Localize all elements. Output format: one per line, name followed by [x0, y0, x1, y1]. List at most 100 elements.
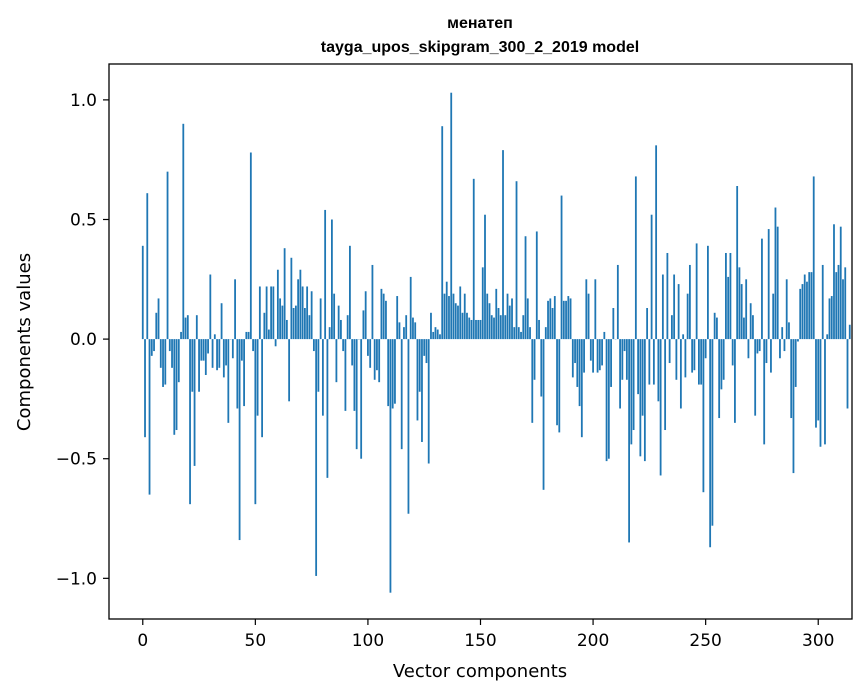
- bar: [688, 264, 691, 340]
- y-tick-label: 1.0: [70, 91, 97, 111]
- bar: [279, 298, 282, 340]
- bar: [630, 339, 633, 445]
- bar: [261, 339, 263, 438]
- bar: [625, 339, 628, 380]
- bar: [317, 339, 320, 392]
- bar: [353, 339, 356, 411]
- bar: [812, 176, 815, 340]
- bar: [349, 245, 351, 340]
- bar: [198, 339, 200, 392]
- bar: [848, 324, 851, 340]
- bar: [792, 339, 795, 474]
- bar: [619, 339, 621, 409]
- bar: [459, 286, 462, 340]
- bar: [425, 339, 428, 364]
- y-tick-label: 0.5: [70, 210, 97, 230]
- bar: [150, 339, 153, 356]
- bar: [578, 339, 581, 407]
- bar: [319, 298, 322, 340]
- bar: [772, 293, 775, 340]
- bar: [481, 267, 484, 340]
- bar: [837, 264, 840, 340]
- x-axis-label: Vector components: [393, 661, 567, 682]
- bar: [535, 231, 538, 340]
- bar: [247, 331, 250, 340]
- bar: [641, 339, 644, 416]
- bar: [200, 339, 203, 361]
- bar: [227, 339, 230, 423]
- bar: [736, 186, 739, 340]
- bar: [783, 339, 786, 352]
- bar: [168, 339, 171, 352]
- bar: [463, 293, 466, 340]
- bar: [376, 339, 378, 371]
- bar: [806, 281, 808, 340]
- bar: [184, 317, 187, 340]
- bar: [844, 267, 847, 340]
- bar: [213, 334, 216, 340]
- bar: [159, 339, 162, 368]
- bar: [567, 296, 570, 340]
- bar: [522, 315, 525, 340]
- x-tick-label: 200: [577, 631, 609, 651]
- x-tick-label: 150: [464, 631, 496, 651]
- bar: [547, 300, 549, 340]
- bar: [621, 339, 624, 380]
- bar: [321, 339, 324, 416]
- bar: [263, 312, 266, 340]
- bar: [189, 339, 191, 505]
- bar: [758, 339, 761, 352]
- bar: [164, 339, 167, 385]
- y-axis-ticks: −1.0 −0.5 0.0 0.5 1.0: [56, 91, 109, 589]
- bar: [707, 245, 709, 340]
- bar: [711, 339, 714, 526]
- bar: [675, 339, 678, 380]
- bar: [252, 339, 254, 352]
- bar: [362, 310, 365, 340]
- bar: [461, 312, 464, 340]
- bar: [761, 238, 763, 340]
- bar: [346, 315, 349, 340]
- bar: [297, 279, 300, 340]
- bar: [468, 317, 471, 340]
- bar: [276, 269, 279, 340]
- bar: [725, 252, 727, 340]
- bar: [153, 339, 155, 352]
- bar: [430, 312, 432, 340]
- bar: [385, 300, 387, 340]
- bar: [283, 248, 286, 340]
- bar: [506, 293, 509, 340]
- bar: [513, 327, 516, 340]
- bar: [562, 300, 565, 340]
- bar: [193, 339, 196, 466]
- bar: [612, 308, 615, 340]
- bar: [508, 305, 511, 340]
- bar: [752, 315, 754, 340]
- bar: [743, 317, 745, 340]
- bar: [342, 339, 345, 352]
- bar: [294, 305, 297, 340]
- bar: [749, 303, 752, 340]
- bar: [740, 284, 743, 340]
- bar: [387, 339, 390, 407]
- bar: [704, 339, 707, 359]
- bar: [763, 339, 766, 445]
- bar: [236, 339, 239, 409]
- bar: [495, 288, 498, 340]
- bar: [445, 281, 448, 340]
- bar: [652, 339, 655, 385]
- bar: [698, 339, 700, 385]
- bar: [605, 339, 608, 462]
- bar: [592, 339, 594, 373]
- y-tick-label: 0.0: [70, 330, 97, 350]
- bar: [486, 293, 489, 340]
- bar: [337, 305, 340, 340]
- bar: [824, 339, 826, 445]
- bar: [770, 339, 772, 373]
- bar: [794, 339, 797, 387]
- bar: [331, 219, 333, 340]
- bar: [360, 339, 363, 459]
- bar: [222, 339, 225, 378]
- bar: [484, 214, 486, 340]
